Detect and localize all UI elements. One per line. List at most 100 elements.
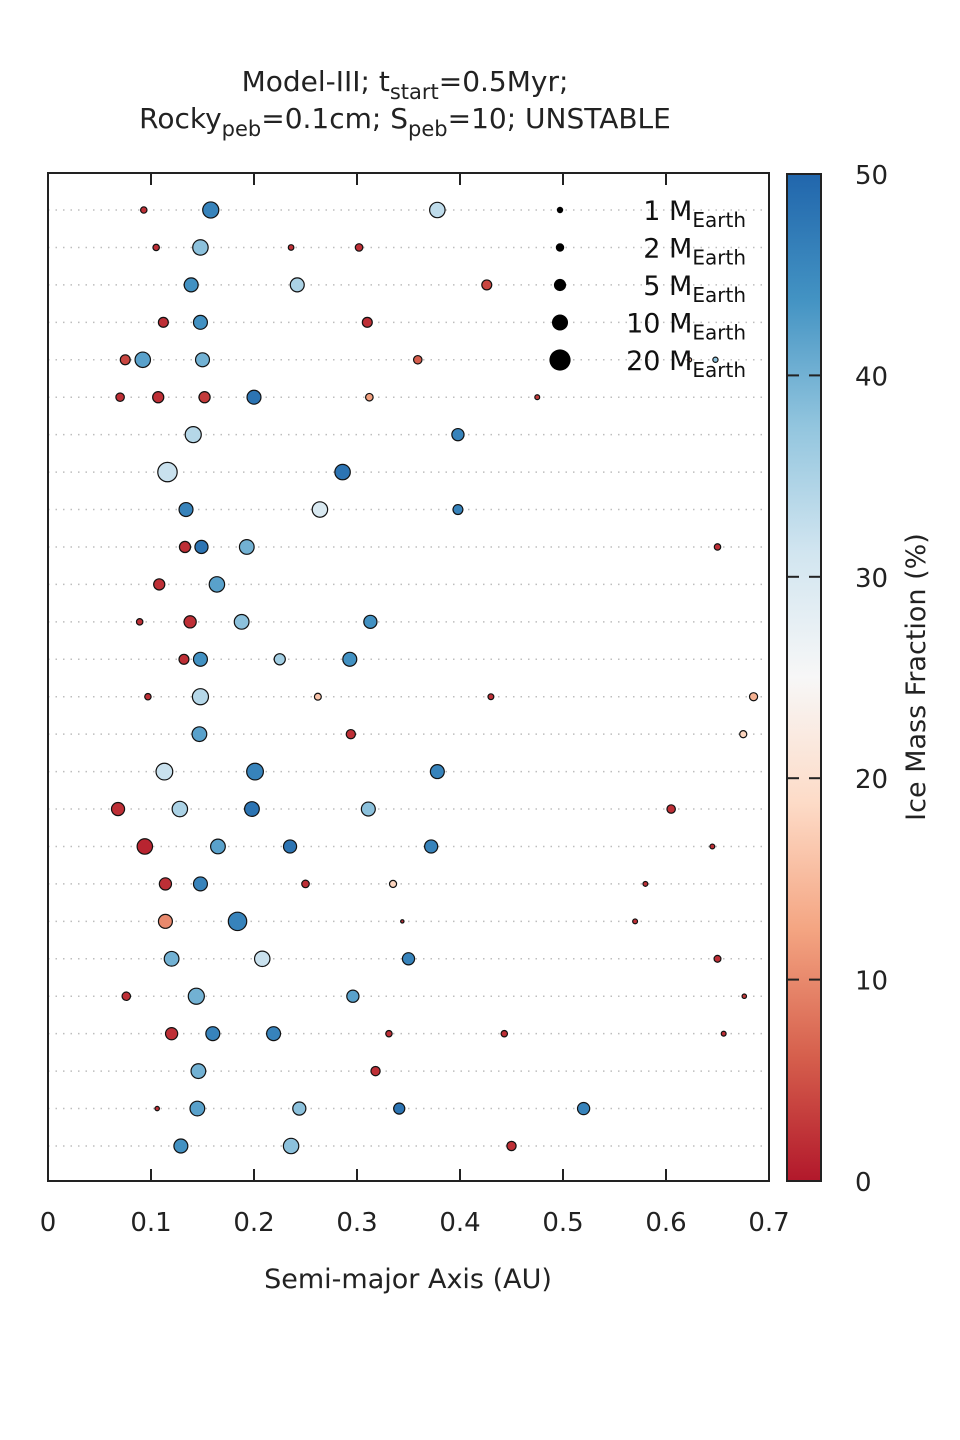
planet-marker xyxy=(152,243,160,252)
planet-marker xyxy=(354,243,364,252)
planet-marker xyxy=(282,839,298,854)
planet-marker xyxy=(178,653,190,665)
planet-marker xyxy=(192,876,209,892)
planet-marker xyxy=(360,801,376,817)
legend-size-marker xyxy=(551,314,569,331)
planet-marker xyxy=(155,762,174,781)
planet-marker xyxy=(246,389,262,405)
planet-marker xyxy=(119,354,131,366)
x-tick-label: 0.4 xyxy=(439,1208,480,1238)
planet-marker xyxy=(183,615,197,629)
colorbar-tick-label: 30 xyxy=(855,564,888,594)
legend-size-marker xyxy=(549,349,571,371)
planet-marker xyxy=(363,614,378,629)
planet-marker xyxy=(178,501,194,518)
planet-marker xyxy=(748,692,759,702)
planet-marker xyxy=(342,651,358,667)
planet-marker xyxy=(534,394,541,401)
planet-marker xyxy=(246,762,264,781)
planet-marker xyxy=(121,991,132,1002)
colorbar-frame xyxy=(786,173,822,1182)
planet-marker xyxy=(209,838,226,855)
planet-marker xyxy=(712,356,719,363)
planet-marker xyxy=(370,1065,381,1077)
planet-marker xyxy=(666,804,676,814)
planet-marker xyxy=(424,839,439,854)
legend-entry-label: 10 MEarth xyxy=(626,309,746,345)
planet-marker xyxy=(227,911,248,932)
legend-entry-label: 5 MEarth xyxy=(643,271,746,307)
planet-marker xyxy=(205,1026,221,1042)
colorbar-ticks: 0 10 20 30 40 50 xyxy=(787,161,888,1198)
planet-marker xyxy=(152,391,165,404)
planet-marker xyxy=(158,877,173,891)
planet-marker xyxy=(253,950,271,968)
colorbar-tick-label: 50 xyxy=(855,161,888,191)
planet-marker xyxy=(292,1101,307,1116)
planet-marker xyxy=(110,801,126,817)
planet-marker xyxy=(311,501,329,518)
planet-marker xyxy=(385,1029,393,1038)
planet-marker xyxy=(289,277,305,293)
planet-marker xyxy=(741,993,748,1000)
colorbar-tick-label: 40 xyxy=(855,362,888,392)
planet-marker xyxy=(153,578,166,591)
planet-marker xyxy=(208,576,226,593)
planet-marker xyxy=(282,1137,300,1155)
planet-marker xyxy=(164,1026,179,1041)
planet-marker xyxy=(189,1100,206,1117)
x-tick-label: 0 xyxy=(40,1208,57,1238)
planet-marker xyxy=(687,357,693,363)
planet-marker xyxy=(191,726,208,743)
planet-marker xyxy=(191,688,210,706)
planet-marker xyxy=(500,1029,509,1038)
x-axis-ticks: 0 0.1 0.2 0.3 0.4 0.5 0.6 0.7 xyxy=(40,173,790,1238)
planet-marker xyxy=(266,1026,282,1042)
planet-marker xyxy=(713,543,722,551)
planet-marker xyxy=(178,540,192,554)
plot-frame xyxy=(47,172,770,1182)
planet-marker xyxy=(642,880,649,887)
planet-marker xyxy=(393,1102,406,1115)
planet-marker xyxy=(154,1105,160,1112)
chart-title-line-1: Model-III; tstart=0.5Myr; xyxy=(242,65,569,104)
colorbar-tick-label: 0 xyxy=(855,1168,872,1198)
planet-marker xyxy=(194,352,211,368)
legend-entry-label: 1 MEarth xyxy=(643,196,746,232)
planet-marker xyxy=(192,651,209,667)
planet-marker xyxy=(739,730,748,739)
planet-marker xyxy=(412,354,423,365)
planet-marker xyxy=(163,950,180,967)
planet-marker xyxy=(144,692,152,701)
planet-marker xyxy=(301,879,310,889)
planet-marker xyxy=(187,987,205,1005)
planet-marker xyxy=(183,277,199,293)
planet-marker xyxy=(238,539,255,555)
planet-marker xyxy=(364,392,374,402)
planet-marker xyxy=(713,954,722,963)
planet-marker xyxy=(135,618,144,626)
legend-entry-label: 2 MEarth xyxy=(643,234,746,270)
planet-marker xyxy=(173,1138,189,1154)
planet-marker xyxy=(345,728,357,740)
legend-size-marker xyxy=(555,243,565,252)
legend-size-marker xyxy=(553,278,567,292)
planet-marker xyxy=(632,918,639,925)
planet-marker xyxy=(361,316,373,328)
colorbar-tick-label: 20 xyxy=(855,765,888,795)
planet-marker xyxy=(190,1063,207,1080)
planet-marker xyxy=(134,351,152,369)
planet-marker xyxy=(202,201,220,219)
legend-entry-label: 20 MEarth xyxy=(626,346,746,382)
planet-marker xyxy=(198,391,211,404)
planet-marker xyxy=(429,201,446,219)
x-tick-label: 0.2 xyxy=(233,1208,274,1238)
x-tick-label: 0.3 xyxy=(336,1208,377,1238)
planet-marker xyxy=(401,952,416,966)
planet-marker xyxy=(194,539,209,555)
planet-marker xyxy=(576,1101,591,1116)
planet-marker xyxy=(171,800,189,818)
legend-size-marker xyxy=(556,206,564,214)
